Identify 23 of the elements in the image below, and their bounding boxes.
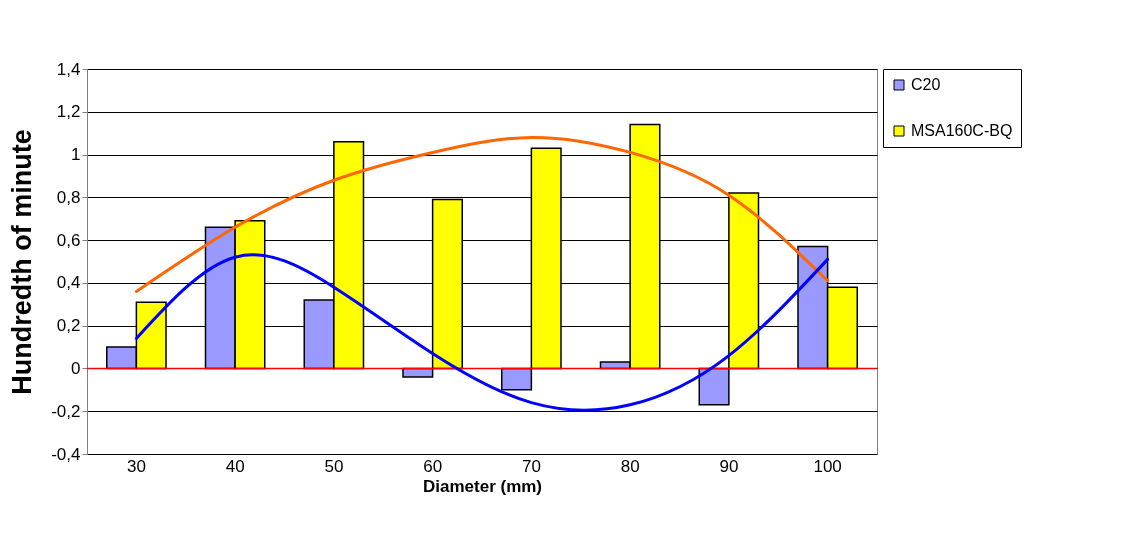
x-tick-label: 40 — [225, 456, 245, 476]
legend-label: C20 — [911, 76, 941, 93]
x-tick-label: 50 — [324, 456, 344, 476]
y-tick-label: 0,6 — [56, 230, 81, 250]
y-axis-title: Hundredth of minute — [7, 129, 38, 395]
x-tick-label: 90 — [719, 456, 739, 476]
y-tick-label: 0,8 — [56, 187, 81, 207]
x-tick-label: 30 — [126, 456, 146, 476]
x-tick-label: 100 — [813, 456, 842, 476]
x-tick-label: 80 — [620, 456, 640, 476]
x-axis-title: Diameter (mm) — [422, 476, 543, 496]
line-series — [134, 135, 830, 293]
y-tick-label: 1,4 — [56, 59, 81, 79]
y-tick-label: 1,2 — [56, 102, 81, 122]
y-tick-label: -0,4 — [51, 444, 81, 464]
y-tick-label: -0,2 — [51, 401, 81, 421]
y-tick-label: 1 — [71, 145, 81, 165]
y-tick-label: 0 — [71, 358, 81, 378]
y-tick-label: 0,4 — [56, 273, 81, 293]
y-tick-label: 0,2 — [56, 316, 81, 336]
legend-label: MSA160C-BQ — [911, 122, 1013, 139]
x-tick-label: 60 — [423, 456, 443, 476]
x-tick-label: 70 — [521, 456, 541, 476]
